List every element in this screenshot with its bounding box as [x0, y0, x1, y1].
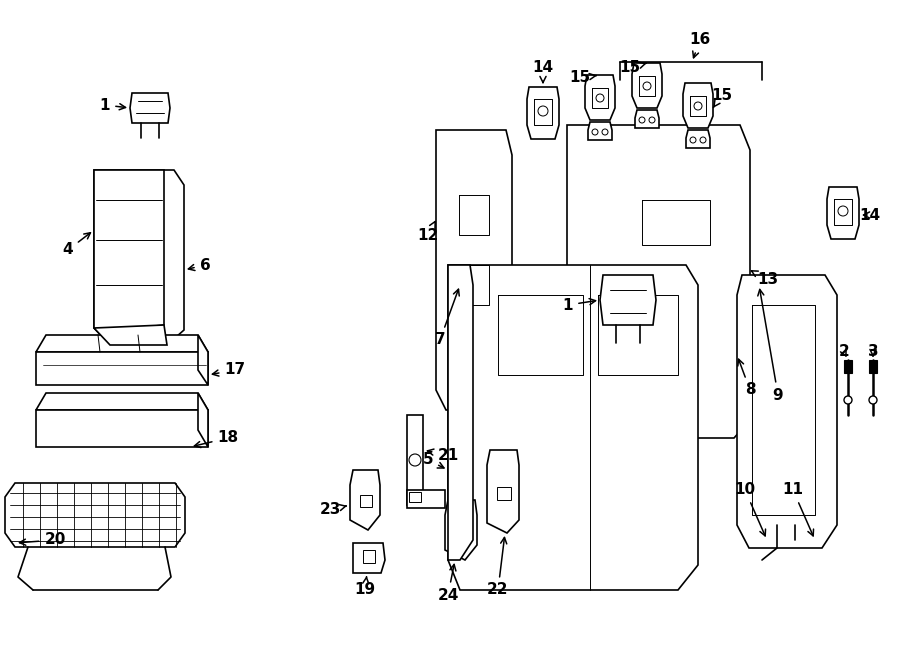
Text: 23: 23: [320, 502, 346, 518]
Circle shape: [639, 117, 645, 123]
Text: 21: 21: [428, 447, 459, 463]
Polygon shape: [407, 490, 445, 508]
Circle shape: [538, 106, 548, 116]
Text: 19: 19: [355, 577, 375, 598]
Polygon shape: [36, 393, 208, 410]
Text: 5: 5: [423, 453, 444, 468]
Polygon shape: [448, 265, 698, 590]
Polygon shape: [94, 170, 184, 345]
Circle shape: [844, 396, 852, 404]
Circle shape: [690, 137, 696, 143]
Circle shape: [700, 137, 706, 143]
Text: 14: 14: [533, 61, 554, 83]
Circle shape: [838, 206, 848, 216]
Circle shape: [649, 117, 655, 123]
Circle shape: [596, 94, 604, 102]
Polygon shape: [94, 325, 167, 345]
Polygon shape: [683, 83, 713, 128]
Polygon shape: [869, 360, 877, 373]
Text: 15: 15: [570, 71, 597, 85]
Text: 7: 7: [435, 290, 459, 348]
Polygon shape: [487, 450, 519, 533]
Circle shape: [602, 129, 608, 135]
Text: 6: 6: [188, 258, 211, 272]
Polygon shape: [350, 470, 380, 530]
Polygon shape: [585, 75, 615, 120]
Text: 22: 22: [487, 537, 508, 598]
Polygon shape: [198, 335, 208, 385]
Text: 8: 8: [738, 359, 755, 397]
Text: 11: 11: [782, 483, 814, 536]
Polygon shape: [527, 87, 559, 139]
Polygon shape: [497, 487, 511, 500]
Text: 17: 17: [212, 362, 246, 377]
Polygon shape: [409, 492, 421, 502]
Text: 15: 15: [619, 61, 646, 75]
Text: 9: 9: [758, 290, 783, 403]
Text: 4: 4: [63, 233, 90, 258]
Polygon shape: [360, 495, 372, 507]
Polygon shape: [455, 525, 469, 538]
Circle shape: [643, 82, 651, 90]
Text: 15: 15: [711, 87, 733, 108]
Text: 12: 12: [418, 221, 438, 243]
Polygon shape: [36, 335, 208, 352]
Text: 1: 1: [100, 98, 125, 112]
Polygon shape: [567, 125, 750, 438]
Polygon shape: [635, 110, 659, 128]
Text: 16: 16: [689, 32, 711, 58]
Polygon shape: [198, 393, 208, 447]
Text: 3: 3: [868, 344, 878, 360]
Polygon shape: [600, 275, 656, 325]
Polygon shape: [5, 483, 185, 547]
Polygon shape: [448, 265, 473, 560]
Text: 10: 10: [734, 483, 766, 536]
Polygon shape: [445, 500, 477, 560]
Polygon shape: [36, 410, 208, 447]
Circle shape: [694, 102, 702, 110]
Text: 13: 13: [752, 271, 778, 288]
Polygon shape: [844, 360, 852, 373]
Polygon shape: [130, 93, 170, 123]
Polygon shape: [827, 187, 859, 239]
Polygon shape: [436, 130, 512, 410]
Text: 14: 14: [860, 208, 880, 223]
Polygon shape: [363, 550, 375, 563]
Polygon shape: [353, 543, 385, 573]
Polygon shape: [737, 275, 837, 548]
Text: 24: 24: [437, 564, 459, 602]
Polygon shape: [588, 122, 612, 140]
Polygon shape: [407, 415, 423, 505]
Text: 20: 20: [20, 533, 66, 547]
Circle shape: [592, 129, 598, 135]
Polygon shape: [94, 170, 164, 332]
Polygon shape: [632, 63, 662, 108]
Text: 18: 18: [194, 430, 239, 447]
Polygon shape: [36, 352, 208, 385]
Text: 2: 2: [839, 344, 850, 360]
Polygon shape: [686, 130, 710, 148]
Circle shape: [409, 454, 421, 466]
Circle shape: [869, 396, 877, 404]
Text: 1: 1: [562, 297, 596, 313]
